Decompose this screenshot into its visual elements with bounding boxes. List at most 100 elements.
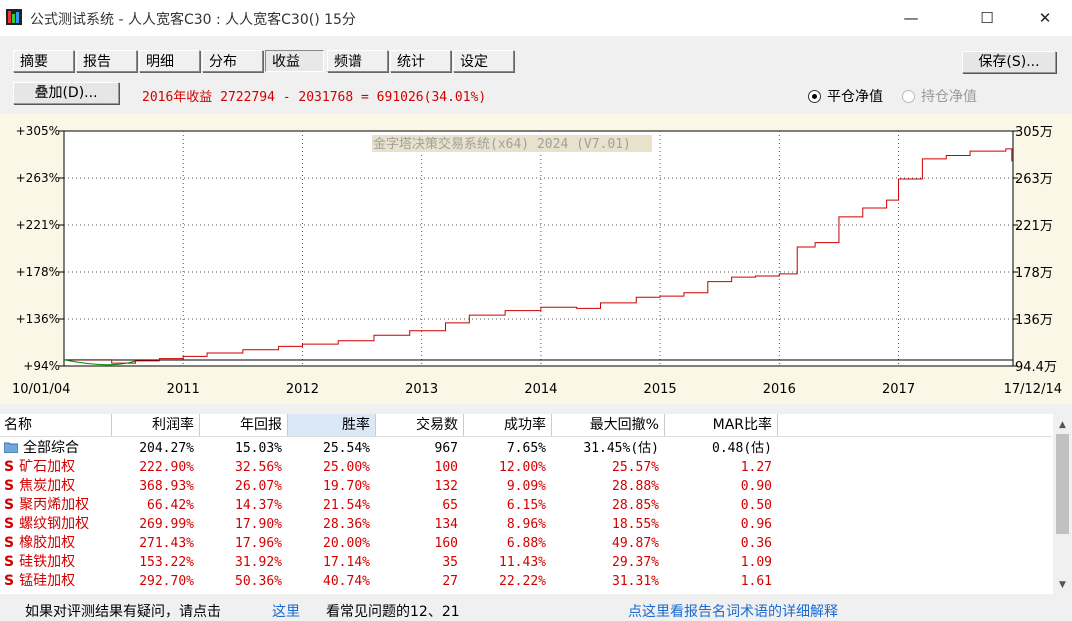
tab-spectrum[interactable]: 频谱: [327, 50, 388, 72]
x-axis-label: 2017: [882, 382, 915, 397]
table-cell: 35: [442, 555, 458, 570]
table-row[interactable]: S 矿石加权 222.90% 32.56% 25.00% 100 12.00% 25.57% 1…: [0, 458, 1052, 477]
table-cell: 25.57%: [612, 460, 659, 475]
y-axis-right-label: 178万: [1015, 266, 1053, 281]
row-name: S 焦炭加权: [0, 477, 75, 496]
table-row[interactable]: 全部综合 204.27% 15.03% 25.54% 967 7.65% 31.45%(估)…: [0, 439, 1052, 458]
table-row[interactable]: S 橡胶加权 271.43% 17.96% 20.00% 160 6.88% 49.87% 0.…: [0, 534, 1052, 553]
maximize-button[interactable]: ☐: [980, 9, 994, 27]
overlay-button[interactable]: 叠加(D)...: [13, 82, 119, 104]
table-cell: 160: [434, 536, 458, 551]
radio-close-equity[interactable]: 平仓净值: [808, 86, 883, 106]
column-header[interactable]: MAR比率: [665, 414, 778, 436]
scroll-up-icon[interactable]: ▲: [1059, 420, 1066, 430]
table-cell: 204.27%: [139, 441, 194, 456]
table-row[interactable]: S 聚丙烯加权 66.42% 14.37% 21.54% 65 6.15% 28.85% 0.5…: [0, 496, 1052, 515]
tab-settings[interactable]: 设定: [453, 50, 514, 72]
table-cell: 17.14%: [323, 555, 370, 570]
plot-area: [63, 130, 1014, 367]
column-header[interactable]: 利润率: [112, 414, 200, 436]
column-header[interactable]: 胜率: [288, 414, 376, 436]
x-axis-label: 10/01/04: [12, 382, 70, 397]
here-link[interactable]: 这里: [272, 604, 300, 620]
table-cell: 967: [434, 441, 458, 456]
watermark-bg: [372, 135, 652, 152]
x-axis-label: 17/12/14: [1004, 382, 1062, 397]
table-cell: 22.22%: [499, 574, 546, 589]
close-button[interactable]: ✕: [1038, 9, 1052, 27]
table-cell: 100: [434, 460, 458, 475]
table-row[interactable]: S 焦炭加权 368.93% 26.07% 19.70% 132 9.09% 28.88% 0.…: [0, 477, 1052, 496]
tab-report[interactable]: 报告: [76, 50, 137, 72]
vertical-scrollbar[interactable]: ▲ ▼: [1053, 414, 1072, 594]
scroll-down-icon[interactable]: ▼: [1059, 580, 1066, 590]
y-axis-left-label: +178%: [16, 265, 60, 279]
table-row[interactable]: S 螺纹钢加权 269.99% 17.90% 28.36% 134 8.96% 18.55% 0…: [0, 515, 1052, 534]
y-axis-left-label: +136%: [16, 312, 60, 326]
y-axis-left-label: +94%: [23, 359, 60, 373]
table-cell: 153.22%: [139, 555, 194, 570]
row-name: S 聚丙烯加权: [0, 496, 89, 515]
radio-hold-equity-label: 持仓净值: [921, 89, 977, 105]
table-cell: 29.37%: [612, 555, 659, 570]
radio-hold-equity[interactable]: 持仓净值: [902, 86, 977, 106]
table-cell: 25.54%: [323, 441, 370, 456]
row-name: S 螺纹钢加权: [0, 515, 89, 534]
table-cell: 292.70%: [139, 574, 194, 589]
row-name-label: 矿石加权: [19, 459, 76, 475]
y-axis-right-label: 305万: [1015, 125, 1053, 140]
tab-statistics[interactable]: 统计: [390, 50, 451, 72]
x-axis-label: 2015: [644, 382, 677, 397]
table-cell: 28.36%: [323, 517, 370, 532]
table-cell: 21.54%: [323, 498, 370, 513]
table-cell: 26.07%: [235, 479, 282, 494]
y-axis-right-label: 94.4万: [1015, 360, 1057, 375]
table-row[interactable]: S 硅铁加权 153.22% 31.92% 17.14% 35 11.43% 29.37% 1.…: [0, 553, 1052, 572]
minimize-button[interactable]: —: [903, 9, 919, 27]
row-name-label: 全部综合: [23, 440, 79, 456]
table-cell: 15.03%: [235, 441, 282, 456]
save-button[interactable]: 保存(S)...: [962, 51, 1056, 73]
x-axis-label: 2011: [167, 382, 200, 397]
scrollbar-thumb[interactable]: [1056, 434, 1069, 534]
table-cell: 27: [442, 574, 458, 589]
tab-details[interactable]: 明细: [139, 50, 200, 72]
table-cell: 8.96%: [506, 517, 546, 532]
row-name-label: 聚丙烯加权: [19, 497, 90, 513]
y-axis-right-label: 263万: [1015, 172, 1053, 187]
table-cell: 132: [434, 479, 458, 494]
table-cell: 9.09%: [506, 479, 546, 494]
x-axis-label: 2013: [405, 382, 438, 397]
table-row[interactable]: S 锰硅加权 292.70% 50.36% 40.74% 27 22.22% 31.31% 1.…: [0, 572, 1052, 591]
tab-distribution[interactable]: 分布: [202, 50, 263, 72]
table-cell: 49.87%: [612, 536, 659, 551]
results-table: 名称 利润率 年回报 胜率 交易数 成功率 最大回撤% MAR比率 全部综合 204.27% 15…: [0, 414, 1072, 594]
column-header[interactable]: 年回报: [200, 414, 288, 436]
column-header[interactable]: 名称: [0, 414, 112, 436]
y-axis-left-label: +305%: [16, 124, 60, 138]
tab-summary[interactable]: 摘要: [13, 50, 74, 72]
column-header[interactable]: 交易数: [376, 414, 464, 436]
table-cell: 0.50: [740, 498, 772, 513]
title-bar: 公式测试系统 - 人人宽客C30 : 人人宽客C30() 15分 — ☐ ✕: [0, 0, 1072, 36]
folder-icon: [3, 440, 19, 456]
table-cell: 1.61: [740, 574, 772, 589]
row-name: S 锰硅加权: [0, 572, 75, 591]
watermark-text: 金字塔决策交易系统(x64) 2024 (V7.01): [373, 136, 631, 152]
table-cell: 50.36%: [235, 574, 282, 589]
table-cell: 17.96%: [235, 536, 282, 551]
table-cell: 31.31%: [612, 574, 659, 589]
faq-text: 看常见问题的12、21: [326, 604, 460, 620]
table-cell: 17.90%: [235, 517, 282, 532]
strategy-s-icon: S: [4, 459, 15, 475]
table-cell: 18.55%: [612, 517, 659, 532]
row-name-label: 锰硅加权: [19, 573, 76, 589]
radio-selected-icon: [808, 89, 821, 103]
table-cell: 0.96: [740, 517, 772, 532]
glossary-link[interactable]: 点这里看报告名词术语的详细解释: [628, 604, 838, 620]
tab-returns[interactable]: 收益: [265, 50, 324, 72]
x-axis-label: 2012: [286, 382, 319, 397]
table-cell: 0.48(估): [712, 441, 772, 456]
column-header[interactable]: 成功率: [464, 414, 552, 436]
column-header[interactable]: 最大回撤%: [552, 414, 665, 436]
